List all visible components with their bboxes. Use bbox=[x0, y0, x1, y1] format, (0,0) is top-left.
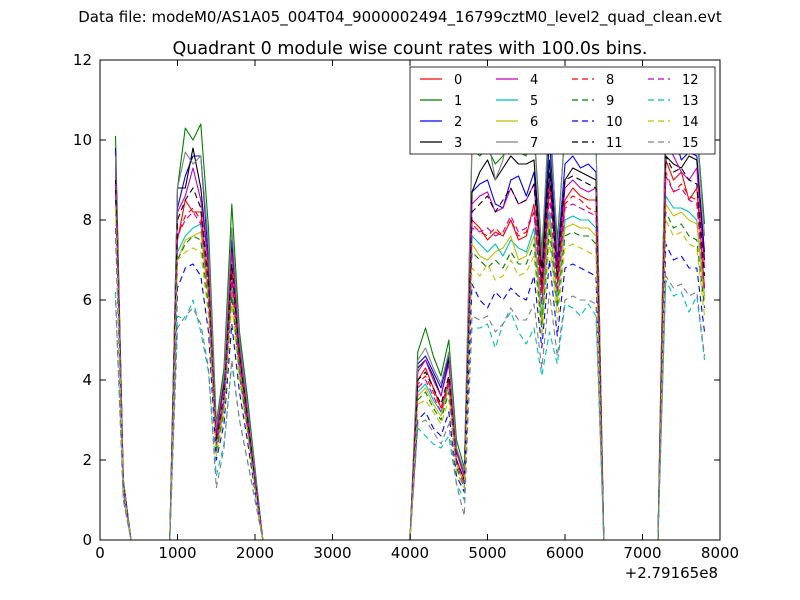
series-line-15 bbox=[114, 275, 706, 541]
chart-title: Quadrant 0 module wise count rates with … bbox=[173, 39, 648, 59]
x-tick-label: 5000 bbox=[468, 544, 506, 562]
legend-label-2: 2 bbox=[454, 115, 462, 130]
legend-label-0: 0 bbox=[454, 73, 462, 88]
x-offset-label: +2.79165e8 bbox=[625, 564, 718, 582]
legend-label-6: 6 bbox=[530, 115, 538, 130]
x-tick-label: 6000 bbox=[546, 544, 584, 562]
y-tick-label: 2 bbox=[82, 451, 92, 469]
legend-label-3: 3 bbox=[454, 136, 462, 151]
x-tick-label: 2000 bbox=[236, 544, 274, 562]
legend-label-10: 10 bbox=[606, 115, 623, 130]
legend-label-14: 14 bbox=[682, 115, 699, 130]
y-tick-label: 8 bbox=[82, 211, 92, 229]
legend-label-9: 9 bbox=[606, 94, 614, 109]
legend-box bbox=[409, 66, 716, 155]
series-line-13 bbox=[114, 279, 706, 541]
legend-label-13: 13 bbox=[682, 94, 699, 109]
legend-label-11: 11 bbox=[606, 136, 623, 151]
y-tick-label: 10 bbox=[73, 131, 92, 149]
supertitle: Data file: modeM0/AS1A05_004T04_90000024… bbox=[78, 8, 722, 26]
y-tick-label: 12 bbox=[73, 51, 92, 69]
series-line-12 bbox=[114, 175, 706, 541]
legend-label-5: 5 bbox=[530, 94, 538, 109]
legend-label-7: 7 bbox=[530, 136, 538, 151]
legend-label-4: 4 bbox=[530, 73, 538, 88]
legend-label-12: 12 bbox=[682, 73, 699, 88]
x-tick-label: 3000 bbox=[313, 544, 351, 562]
series-line-1 bbox=[114, 99, 706, 541]
y-tick-label: 0 bbox=[82, 531, 92, 549]
axes-layer: 0 1000 2000 3000 4000 5000 6000 7000 80000246810… bbox=[73, 51, 739, 562]
x-tick-label: 4000 bbox=[391, 544, 429, 562]
legend-label-8: 8 bbox=[606, 73, 614, 88]
x-tick-label: 0 bbox=[95, 544, 105, 562]
x-tick-label: 8000 bbox=[701, 544, 739, 562]
legend-label-15: 15 bbox=[682, 136, 699, 151]
x-tick-label: 1000 bbox=[158, 544, 196, 562]
y-tick-label: 4 bbox=[82, 371, 92, 389]
y-tick-label: 6 bbox=[82, 291, 92, 309]
x-tick-label: 7000 bbox=[623, 544, 661, 562]
series-layer bbox=[114, 99, 706, 541]
legend-label-1: 1 bbox=[454, 94, 462, 109]
